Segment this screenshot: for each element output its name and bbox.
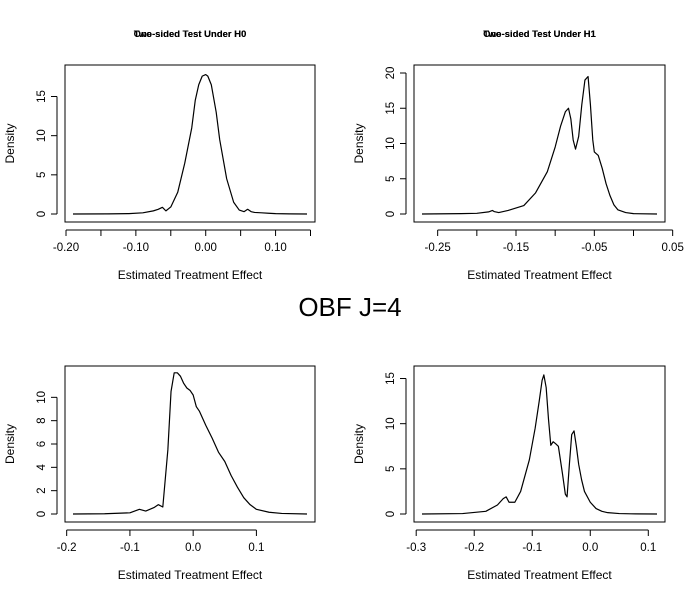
x-tick-label: -0.20 [53,242,79,254]
x-tick-label: -0.2 [57,542,77,554]
x-tick-label: 0.1 [248,542,264,554]
x-axis-label: Estimated Treatment Effect [118,568,263,582]
y-tick-label: 0 [385,211,397,217]
x-tick-label: 0.05 [661,242,683,254]
y-tick-label: 20 [385,67,397,80]
chart-title: Two-sided Test Under H1 [483,29,596,40]
density-curve [421,75,658,215]
density-curve [72,372,308,515]
chart-title: Two-sided Test Under H0 [134,29,247,40]
y-tick-label: 10 [36,391,48,404]
y-axis-label: Density [3,424,17,464]
x-tick-label: -0.10 [123,242,149,254]
x-tick-label: 0.0 [185,542,201,554]
x-tick-label: -0.3 [406,542,426,554]
y-tick-label: 10 [385,137,397,150]
plot-frame [64,365,316,523]
plot-frame [413,64,666,223]
x-tick-label: 0.1 [640,542,656,554]
chart-panel-2: Two-sided Test Under H1 -0.25 -0.15 -0.05 0.… [352,29,684,282]
x-tick-label: -0.15 [503,242,529,254]
y-tick-label: 5 [385,466,397,472]
y-tick-label: 15 [36,90,48,103]
y-tick-label: 6 [36,441,48,447]
chart-panel-1: Two-sided Test Under H0 -0.20 -0.10 0.00 0.1… [3,29,316,282]
x-tick-label: -0.1 [522,542,542,554]
y-tick-label: 2 [36,487,48,493]
y-tick-label: 5 [385,176,397,182]
x-axis-label: Estimated Treatment Effect [118,268,263,282]
x-tick-label: -0.1 [120,542,140,554]
y-tick-label: 0 [385,511,397,517]
y-tick-label: 0 [36,511,48,517]
figure-title: OBF J=4 [298,292,401,322]
y-axis-label: Density [352,424,366,464]
x-tick-label: -0.05 [581,242,607,254]
density-curve [421,374,658,515]
y-tick-label: 4 [36,464,48,471]
y-tick-label: 10 [385,417,397,430]
chart-title: One-sided Test Under H1 [483,29,597,40]
y-tick-label: 8 [36,417,48,423]
x-tick-label: 0.0 [582,542,598,554]
y-tick-label: 5 [36,172,48,178]
x-tick-label: 0.10 [264,242,286,254]
y-tick-label: 15 [385,102,397,115]
y-tick-label: 0 [36,211,48,217]
x-tick-label: -0.25 [425,242,451,254]
density-curve [72,73,308,215]
chart-title: One-sided Test Under H0 [134,29,247,40]
plot-frame [413,365,666,523]
chart-panel-3: One-sided Test Under H0-0.2 -0.1 0.0 0.1024… [3,29,316,582]
y-tick-label: 10 [36,129,48,142]
x-axis-label: Estimated Treatment Effect [467,268,612,282]
y-axis-label: Density [3,123,17,163]
plot-frame [64,64,316,223]
y-tick-label: 15 [385,372,397,385]
x-axis-label: Estimated Treatment Effect [467,568,612,582]
x-tick-label: -0.2 [464,542,484,554]
chart-panel-4: One-sided Test Under H1 -0.3 -0.2 -0.1 0.0 0.… [352,29,666,582]
y-axis-label: Density [352,123,366,163]
x-tick-label: 0.00 [195,242,217,254]
